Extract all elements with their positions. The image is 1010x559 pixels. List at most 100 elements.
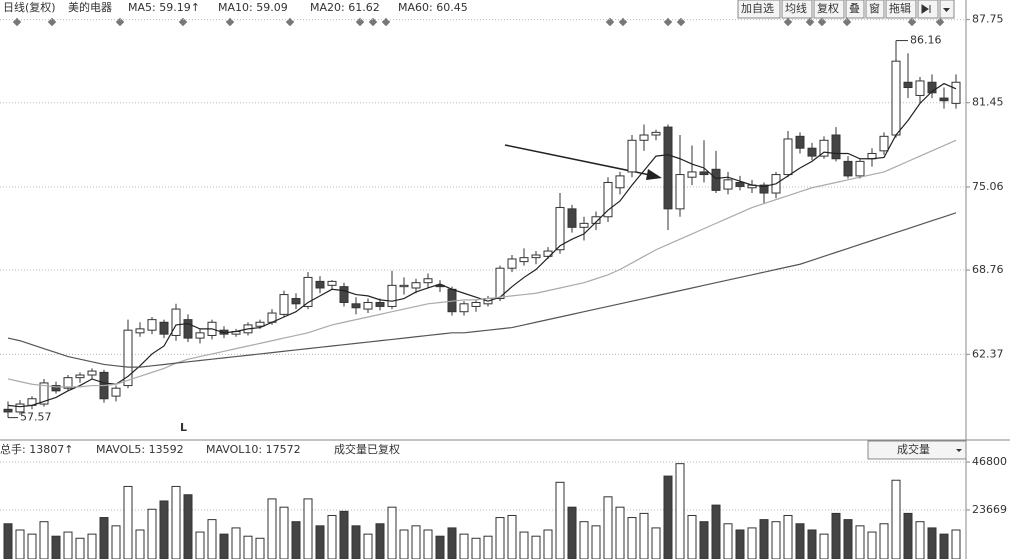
toolbar-label[interactable]: 加自选 <box>741 2 774 15</box>
event-marker <box>285 17 295 27</box>
dropdown-icon[interactable] <box>943 8 950 12</box>
candle-body <box>903 81 913 89</box>
volume-bar <box>579 521 589 559</box>
candle-body <box>639 134 649 141</box>
selector-label[interactable]: 成交量 <box>897 442 930 456</box>
volume-bar <box>315 525 325 559</box>
volume-bar <box>219 533 229 559</box>
candle-body <box>519 257 529 263</box>
ma-legend: MA60: 60.45 <box>398 1 468 14</box>
candle-body <box>879 135 889 152</box>
candle-body <box>363 301 373 310</box>
candle-body <box>471 301 481 307</box>
volume-bar <box>471 537 481 559</box>
volume-bar <box>99 517 109 559</box>
candle-body <box>651 131 661 136</box>
toolbar-label[interactable]: 拖辑 <box>889 1 911 15</box>
candle-body <box>171 308 181 336</box>
y-tick-label: 68.76 <box>972 263 1004 276</box>
toolbar-button[interactable] <box>885 0 917 19</box>
candle-body <box>603 181 613 218</box>
volume-bar <box>519 531 529 559</box>
candle-body <box>375 301 385 307</box>
volume-bar <box>675 463 685 559</box>
candle-body <box>159 321 169 335</box>
candle-body <box>939 97 949 102</box>
volume-bar <box>843 519 853 559</box>
toolbar-label[interactable]: 复权 <box>817 1 839 15</box>
volume-bar <box>351 525 361 559</box>
toolbar-label[interactable]: 叠 <box>849 2 860 15</box>
candle-body <box>723 179 733 190</box>
candle-body <box>807 147 817 157</box>
volume-bar <box>147 508 157 559</box>
volume-bar <box>39 521 49 559</box>
volume-bar <box>555 481 565 559</box>
candle-body <box>291 298 301 305</box>
toolbar-button[interactable] <box>845 0 865 19</box>
toolbar-button[interactable] <box>781 0 813 19</box>
toolbar-label[interactable]: 窗 <box>869 1 880 15</box>
volume-bar <box>411 525 421 559</box>
candle-body <box>927 81 937 94</box>
ma-line <box>7 139 957 388</box>
toolbar-button[interactable] <box>865 0 885 19</box>
volume-bar <box>735 529 745 559</box>
period-label: 日线(复权) <box>3 0 56 14</box>
toolbar-button[interactable] <box>813 0 845 19</box>
candle-body <box>39 382 49 405</box>
high-annotation: 86.16 <box>910 34 942 47</box>
volume-legend: 总手: 13807↑ <box>0 442 73 456</box>
volume-bar <box>195 531 205 559</box>
volume-bar <box>591 525 601 559</box>
volume-bar <box>327 514 337 559</box>
volume-bar <box>867 531 877 559</box>
selector-arrow[interactable] <box>956 449 962 452</box>
volume-bar <box>51 535 61 559</box>
volume-bar <box>951 529 961 559</box>
ma-legend: MA5: 59.19↑ <box>128 1 200 14</box>
candle-body <box>795 135 805 149</box>
nav-icon[interactable] <box>921 4 931 14</box>
candle-body <box>123 329 133 387</box>
volume-bar <box>135 529 145 559</box>
candle-body <box>819 139 829 157</box>
candle-body <box>531 254 541 259</box>
volume-bar <box>831 512 841 559</box>
volume-bar <box>783 514 793 559</box>
candle-body <box>843 160 853 177</box>
marker-label: L <box>180 421 187 434</box>
ma-line <box>7 212 957 368</box>
candle-body <box>339 286 349 303</box>
candle-body <box>507 258 517 269</box>
volume-bar <box>855 525 865 559</box>
candle-body <box>279 294 289 315</box>
volume-legend: MAVOL5: 13592 <box>96 443 184 456</box>
volume-bar <box>903 512 913 559</box>
volume-bar <box>711 504 721 559</box>
toolbar-button[interactable] <box>737 0 781 19</box>
volume-bar <box>435 535 445 559</box>
volume-bar <box>615 506 625 559</box>
candle-body <box>687 171 697 178</box>
candle-body <box>75 374 85 379</box>
volume-bar <box>267 498 277 559</box>
candle-body <box>495 267 505 300</box>
candle-body <box>411 282 421 289</box>
toolbar-label[interactable]: 均线 <box>785 1 807 15</box>
volume-bar <box>627 517 637 559</box>
volume-bar <box>939 533 949 559</box>
candle-body <box>555 207 565 251</box>
volume-bar <box>723 523 733 559</box>
candle-body <box>831 134 841 160</box>
volume-bar <box>231 527 241 559</box>
candle-body <box>699 171 709 176</box>
candle-body <box>195 332 205 339</box>
selector-box[interactable] <box>867 440 967 460</box>
volume-bar <box>279 506 289 559</box>
candle-body <box>15 403 25 413</box>
stock-name: 美的电器 <box>68 0 112 14</box>
candle-body <box>459 303 469 313</box>
volume-bar <box>927 527 937 559</box>
